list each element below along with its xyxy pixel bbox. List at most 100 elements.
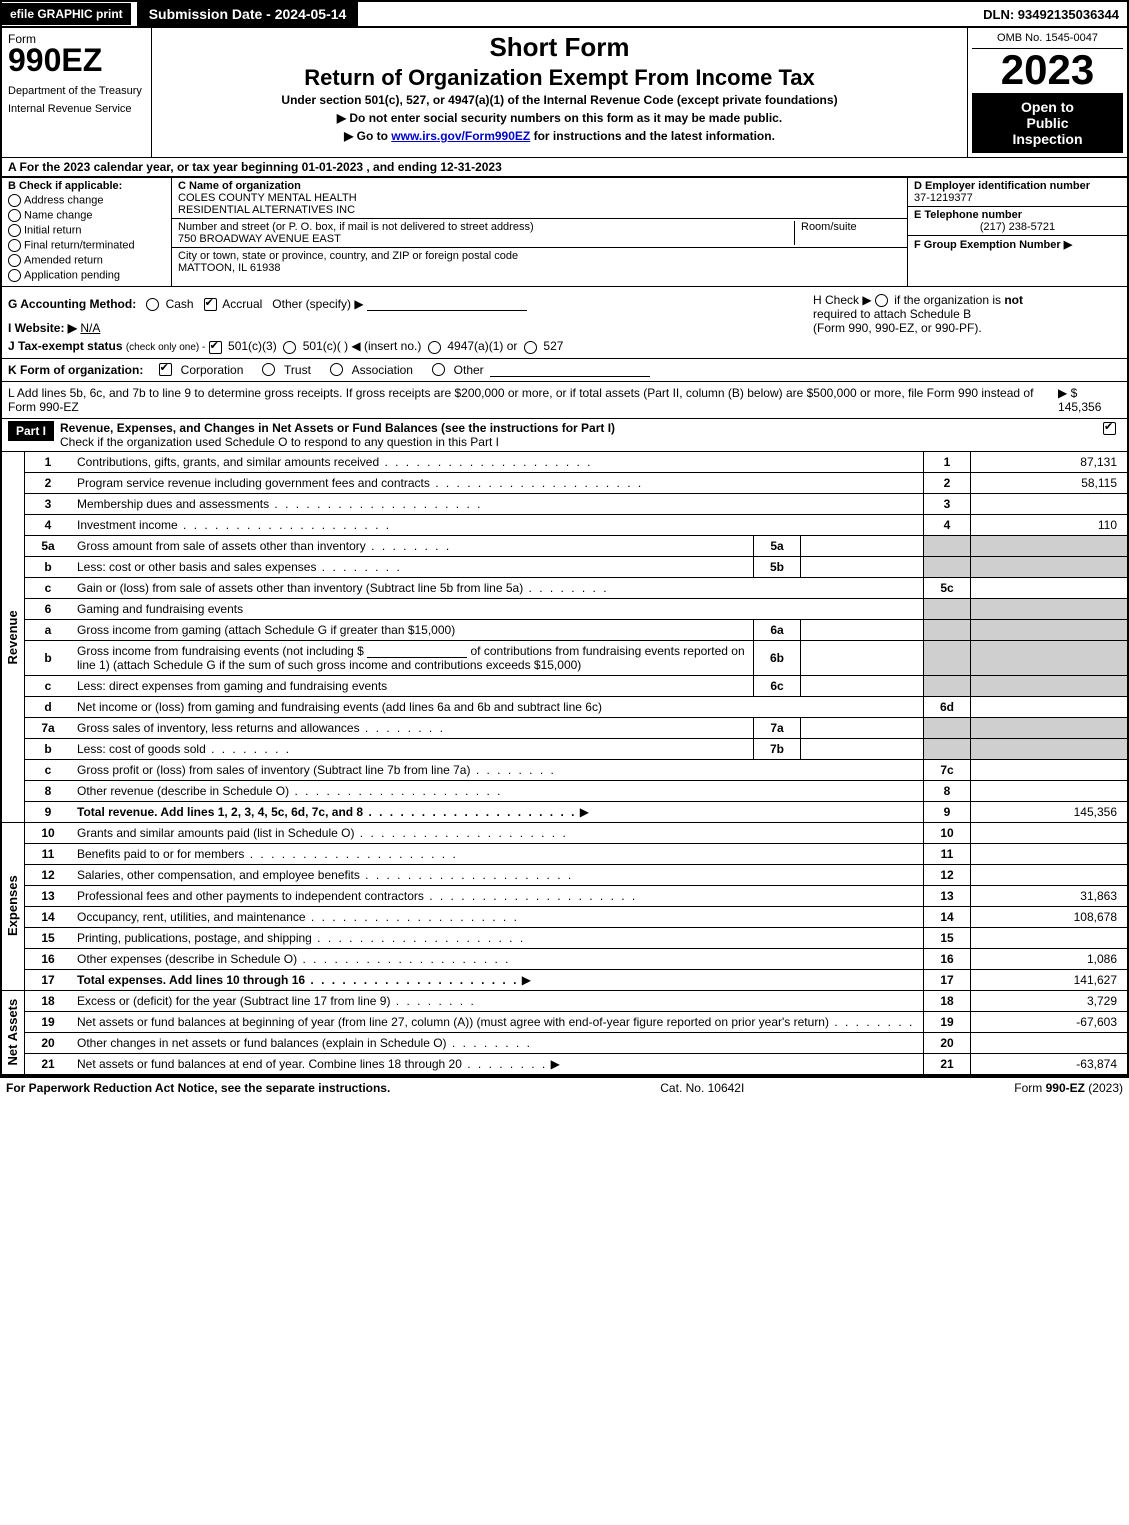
- chk-501c3[interactable]: [209, 341, 222, 354]
- table-row: 13 Professional fees and other payments …: [1, 885, 1128, 906]
- line20-val: [971, 1032, 1129, 1053]
- chk-trust[interactable]: [262, 363, 275, 376]
- g-label: G Accounting Method:: [8, 297, 136, 311]
- chk-accrual[interactable]: [204, 298, 217, 311]
- goto-prefix: ▶ Go to: [344, 129, 391, 143]
- line14-val: 108,678: [971, 906, 1129, 927]
- return-title: Return of Organization Exempt From Incom…: [158, 65, 961, 91]
- city-label: City or town, state or province, country…: [178, 250, 518, 262]
- chk-name-change[interactable]: Name change: [8, 209, 165, 222]
- table-row: 9 Total revenue. Add lines 1, 2, 3, 4, 5…: [1, 801, 1128, 822]
- chk-527[interactable]: [524, 341, 537, 354]
- table-row: 7a Gross sales of inventory, less return…: [1, 717, 1128, 738]
- table-row: c Gross profit or (loss) from sales of i…: [1, 759, 1128, 780]
- table-row: c Less: direct expenses from gaming and …: [1, 675, 1128, 696]
- city-row: City or town, state or province, country…: [172, 248, 907, 276]
- section-a-taxyear: A For the 2023 calendar year, or tax yea…: [0, 157, 1129, 178]
- chk-4947[interactable]: [428, 341, 441, 354]
- phone-val: (217) 238-5721: [914, 221, 1121, 233]
- chk-amended-return[interactable]: Amended return: [8, 254, 165, 267]
- org-name-row: C Name of organization COLES COUNTY MENT…: [172, 178, 907, 219]
- header-center: Short Form Return of Organization Exempt…: [152, 28, 967, 157]
- line15-val: [971, 927, 1129, 948]
- f-label: F Group Exemption Number ▶: [914, 239, 1072, 251]
- top-bar: efile GRAPHIC print Submission Date - 20…: [0, 0, 1129, 28]
- l-amount: ▶ $ 145,356: [1058, 386, 1121, 414]
- i-label: I Website: ▶: [8, 321, 77, 335]
- table-row: 6 Gaming and fundraising events: [1, 598, 1128, 619]
- line11-val: [971, 843, 1129, 864]
- gh-block: G Accounting Method: Cash Accrual Other …: [0, 287, 1129, 359]
- chk-final-return[interactable]: Final return/terminated: [8, 239, 165, 252]
- other-org-input[interactable]: [490, 363, 650, 377]
- cat-no: Cat. No. 10642I: [660, 1081, 744, 1095]
- form-number: 990EZ: [8, 42, 145, 79]
- part1-badge: Part I: [8, 421, 54, 441]
- h-text2: if the organization is: [894, 293, 1004, 307]
- form-header: Form 990EZ Department of the Treasury In…: [0, 28, 1129, 157]
- line19-val: -67,603: [971, 1011, 1129, 1032]
- line8-val: [971, 780, 1129, 801]
- table-row: 5a Gross amount from sale of assets othe…: [1, 535, 1128, 556]
- chk-association[interactable]: [330, 363, 343, 376]
- line17-val: 141,627: [971, 969, 1129, 990]
- line9-val: 145,356: [971, 801, 1129, 822]
- line5b-val: [801, 556, 924, 577]
- dln-label: DLN: 93492135036344: [975, 3, 1127, 26]
- table-row: 8 Other revenue (describe in Schedule O)…: [1, 780, 1128, 801]
- other-specify-input[interactable]: [367, 310, 527, 311]
- chk-initial-return[interactable]: Initial return: [8, 224, 165, 237]
- line1-val: 87,131: [971, 452, 1129, 473]
- table-row: 19 Net assets or fund balances at beginn…: [1, 1011, 1128, 1032]
- chk-schedule-b[interactable]: [875, 294, 888, 307]
- chk-application-pending[interactable]: Application pending: [8, 269, 165, 282]
- table-row: b Gross income from fundraising events (…: [1, 640, 1128, 675]
- g-accounting: G Accounting Method: Cash Accrual Other …: [2, 287, 807, 358]
- section-b-title: B Check if applicable:: [8, 180, 165, 192]
- room-label: Room/suite: [801, 221, 857, 233]
- goto-suffix: for instructions and the latest informat…: [530, 129, 775, 143]
- part1-subtitle: Check if the organization used Schedule …: [60, 435, 499, 449]
- chk-cash[interactable]: [146, 298, 159, 311]
- chk-address-change[interactable]: Address change: [8, 194, 165, 207]
- schedule-o-check[interactable]: [1095, 421, 1127, 435]
- line6c-val: [801, 675, 924, 696]
- group-exemption-row: F Group Exemption Number ▶: [908, 236, 1127, 253]
- table-row: 15 Printing, publications, postage, and …: [1, 927, 1128, 948]
- table-row: 4 Investment income 4 110: [1, 514, 1128, 535]
- chk-501c[interactable]: [283, 341, 296, 354]
- line7b-val: [801, 738, 924, 759]
- form-footer: Form 990-EZ (2023): [1014, 1081, 1123, 1095]
- short-form-title: Short Form: [158, 32, 961, 63]
- dept-treasury: Department of the Treasury: [8, 85, 145, 97]
- website-val: N/A: [80, 321, 100, 335]
- page-footer: For Paperwork Reduction Act Notice, see …: [0, 1076, 1129, 1098]
- j-note: (check only one) -: [126, 342, 205, 353]
- d-label: D Employer identification number: [914, 180, 1090, 192]
- street-label: Number and street (or P. O. box, if mail…: [178, 221, 534, 233]
- table-row: 2 Program service revenue including gove…: [1, 472, 1128, 493]
- table-row: d Net income or (loss) from gaming and f…: [1, 696, 1128, 717]
- ssn-warning: ▶ Do not enter social security numbers o…: [158, 111, 961, 125]
- open-line2: Public: [976, 115, 1119, 131]
- h-text3: required to attach Schedule B: [813, 307, 1121, 321]
- section-c: C Name of organization COLES COUNTY MENT…: [172, 178, 907, 286]
- chk-other-org[interactable]: [432, 363, 445, 376]
- table-row: b Less: cost of goods sold 7b: [1, 738, 1128, 759]
- chk-corporation[interactable]: [159, 363, 172, 376]
- line16-val: 1,086: [971, 948, 1129, 969]
- section-def: D Employer identification number 37-1219…: [907, 178, 1127, 286]
- line3-val: [971, 493, 1129, 514]
- revenue-side-label: Revenue: [1, 452, 25, 823]
- open-line1: Open to: [976, 99, 1119, 115]
- line5c-val: [971, 577, 1129, 598]
- street-row: Number and street (or P. O. box, if mail…: [172, 219, 907, 248]
- goto-link[interactable]: www.irs.gov/Form990EZ: [391, 129, 530, 143]
- table-row: Expenses 10 Grants and similar amounts p…: [1, 822, 1128, 843]
- table-row: a Gross income from gaming (attach Sched…: [1, 619, 1128, 640]
- org-name-2: RESIDENTIAL ALTERNATIVES INC: [178, 204, 901, 216]
- table-row: 12 Salaries, other compensation, and emp…: [1, 864, 1128, 885]
- tax-year: 2023: [972, 49, 1123, 91]
- h-schedule-b: H Check ▶ if the organization is not req…: [807, 287, 1127, 358]
- table-row: 16 Other expenses (describe in Schedule …: [1, 948, 1128, 969]
